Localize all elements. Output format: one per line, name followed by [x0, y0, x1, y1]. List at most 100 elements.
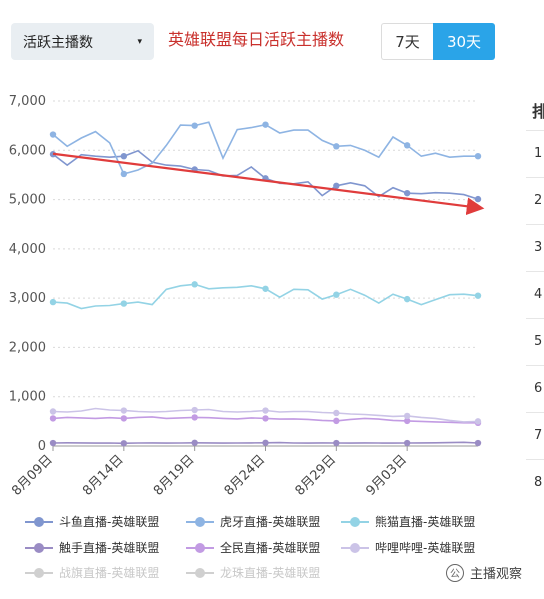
legend-swatch — [186, 567, 214, 578]
chart-title: 英雄联盟每日活跃主播数 — [168, 30, 345, 49]
legend-swatch-dot — [350, 516, 360, 527]
ranking-number: 1 — [534, 146, 543, 161]
series-point-3 — [474, 439, 482, 447]
series-point-4 — [262, 415, 269, 422]
legend-item[interactable]: 战旗直播-英雄联盟 — [25, 564, 159, 581]
series-point-1 — [120, 170, 128, 178]
legend-swatch — [25, 567, 53, 578]
series-point-2 — [262, 285, 269, 292]
legend-swatch-dot — [195, 542, 205, 553]
legend-swatch-dot — [195, 516, 205, 527]
legend-swatch — [186, 516, 214, 527]
y-tick-label: 6,000 — [9, 143, 46, 158]
series-point-4 — [120, 415, 128, 422]
ranking-divider — [526, 412, 544, 413]
legend-item[interactable]: 触手直播-英雄联盟 — [25, 539, 159, 556]
series-point-3 — [120, 440, 128, 447]
series-point-3 — [403, 439, 411, 447]
legend-label: 斗鱼直播-英雄联盟 — [59, 515, 160, 529]
x-tick-label: 8月19日 — [151, 452, 198, 499]
ranking-divider — [526, 318, 544, 319]
y-tick-label: 0 — [38, 439, 46, 454]
legend-item[interactable]: 全民直播-英雄联盟 — [186, 539, 320, 556]
legend-swatch — [25, 516, 53, 527]
series-point-3 — [262, 439, 269, 446]
ranking-number: 3 — [534, 240, 543, 255]
series-point-3 — [49, 439, 57, 447]
series-point-2 — [474, 292, 482, 299]
legend-item[interactable]: 哔哩哔哩-英雄联盟 — [341, 539, 475, 556]
legend-item[interactable]: 熊猫直播-英雄联盟 — [341, 513, 475, 530]
ranking-number: 2 — [534, 193, 543, 208]
x-tick-label: 9月03日 — [363, 452, 410, 499]
legend-label: 战旗直播-英雄联盟 — [59, 566, 160, 580]
legend-swatch — [25, 542, 53, 553]
ranking-divider — [526, 365, 544, 366]
series-point-0 — [474, 195, 482, 203]
metric-select[interactable]: 活跃主播数 ▾ — [11, 23, 154, 60]
series-point-5 — [191, 406, 198, 414]
series-point-0 — [120, 153, 128, 160]
y-tick-label: 3,000 — [9, 291, 46, 306]
series-point-5 — [333, 409, 340, 417]
series-point-4 — [49, 415, 57, 422]
series-point-4 — [403, 417, 411, 425]
series-point-1 — [262, 121, 269, 128]
ranking-divider — [526, 459, 544, 460]
series-line-1 — [52, 121, 478, 175]
watermark: 公 主播观察 — [446, 563, 522, 582]
legend-swatch-dot — [195, 567, 205, 578]
series-point-2 — [333, 291, 340, 298]
y-tick-label: 5,000 — [9, 193, 46, 208]
legend-swatch — [341, 516, 369, 527]
series-point-3 — [333, 439, 340, 447]
ranking-number: 5 — [534, 334, 543, 349]
x-tick-label: 8月09日 — [9, 452, 56, 499]
range-7d-button[interactable]: 7天 — [381, 23, 433, 60]
legend-item[interactable]: 斗鱼直播-英雄联盟 — [25, 513, 159, 530]
series-point-2 — [120, 300, 128, 307]
series-point-5 — [262, 407, 269, 414]
legend-label: 哔哩哔哩-英雄联盟 — [375, 541, 476, 555]
series-point-3 — [191, 439, 198, 446]
metric-select-label: 活跃主播数 — [23, 34, 93, 51]
ranking-divider — [526, 271, 544, 272]
ranking-number: 8 — [534, 475, 543, 490]
series-point-2 — [191, 281, 198, 288]
wechat-logo-icon: 公 — [446, 563, 464, 582]
legend-label: 全民直播-英雄联盟 — [220, 541, 321, 555]
y-tick-label: 1,000 — [9, 390, 46, 405]
ranking-divider — [526, 130, 544, 131]
legend-swatch-dot — [34, 542, 44, 553]
series-point-1 — [191, 122, 198, 129]
chevron-down-icon: ▾ — [137, 36, 142, 47]
range-30d-button[interactable]: 30天 — [433, 23, 495, 60]
series-point-1 — [333, 143, 340, 150]
legend-swatch-dot — [34, 567, 44, 578]
ranking-divider — [526, 224, 544, 225]
legend-label: 龙珠直播-英雄联盟 — [220, 566, 321, 580]
y-tick-label: 7,000 — [9, 94, 46, 109]
legend-item[interactable]: 龙珠直播-英雄联盟 — [186, 564, 320, 581]
y-tick-label: 4,000 — [9, 242, 46, 257]
legend-label: 熊猫直播-英雄联盟 — [375, 515, 476, 529]
series-point-1 — [49, 131, 57, 138]
y-tick-label: 2,000 — [9, 340, 46, 355]
series-point-2 — [49, 298, 57, 306]
series-point-1 — [474, 153, 482, 160]
watermark-text: 主播观察 — [470, 567, 523, 582]
ranking-divider — [526, 177, 544, 178]
series-point-5 — [474, 418, 482, 425]
x-tick-label: 8月14日 — [80, 452, 127, 499]
legend-item[interactable]: 虎牙直播-英雄联盟 — [186, 513, 320, 530]
series-point-4 — [333, 417, 340, 425]
series-point-2 — [403, 295, 411, 303]
series-point-0 — [333, 182, 340, 189]
legend-label: 触手直播-英雄联盟 — [59, 541, 160, 555]
legend-swatch-dot — [34, 516, 44, 527]
legend-swatch — [341, 542, 369, 553]
range-toggle: 7天 30天 — [381, 23, 495, 60]
series-point-1 — [403, 142, 411, 149]
series-point-0 — [403, 189, 411, 197]
